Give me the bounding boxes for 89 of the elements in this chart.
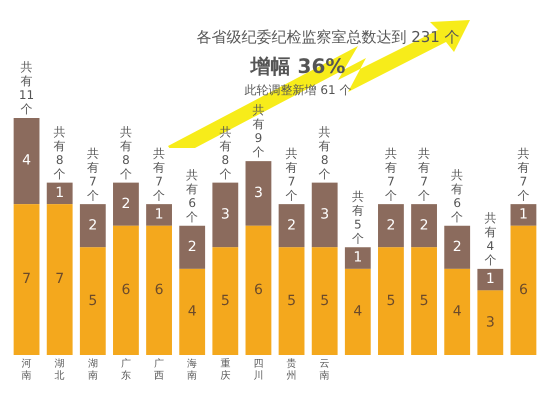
data-label: 4 (188, 304, 197, 320)
data-label: 5 (88, 292, 98, 309)
total-label: 共有8个 (54, 124, 66, 181)
total-label: 共有7个 (517, 146, 530, 202)
bar (14, 118, 40, 204)
data-label: 7 (22, 271, 32, 288)
data-label: 6 (154, 282, 164, 298)
total-label: 共有7个 (86, 146, 99, 202)
data-label: 2 (287, 217, 296, 234)
bar (278, 204, 304, 248)
bar (46, 182, 73, 204)
total-label: 共有7个 (286, 146, 298, 202)
data-label: 2 (88, 217, 98, 234)
data-label: 2 (121, 196, 130, 212)
bar (146, 226, 172, 355)
data-label: 3 (320, 206, 330, 223)
data-label: 4 (22, 152, 32, 169)
data-label: 6 (518, 282, 528, 298)
data-label: 5 (287, 292, 296, 309)
bar (80, 247, 106, 355)
data-label: 3 (254, 185, 263, 202)
data-label: 6 (254, 282, 263, 298)
bar (477, 290, 504, 355)
bar (444, 226, 470, 269)
data-label: 5 (320, 292, 330, 309)
bar (477, 268, 504, 290)
bar (80, 204, 106, 248)
data-label: 1 (353, 250, 362, 266)
data-label: 3 (486, 314, 495, 330)
bar (14, 204, 40, 355)
data-label: 2 (386, 217, 396, 234)
bar (411, 204, 437, 248)
bar (411, 247, 437, 355)
total-label: 共有6个 (451, 168, 464, 224)
total-label: 共有4个 (484, 210, 496, 267)
x-tick-label: 云南 (320, 358, 330, 382)
bar (46, 204, 73, 355)
bar (179, 226, 206, 269)
bar (344, 247, 371, 269)
x-tick-label: 湖北 (54, 358, 65, 382)
data-label: 2 (420, 217, 429, 234)
bar (113, 182, 139, 226)
data-label: 1 (518, 206, 528, 223)
total-label: 共有6个 (186, 168, 198, 224)
data-label: 5 (386, 292, 396, 309)
x-tick-label: 重庆 (220, 358, 230, 382)
total-label: 共有7个 (384, 146, 397, 202)
bar (113, 226, 139, 355)
data-label: 1 (55, 185, 64, 202)
data-label: 4 (353, 304, 362, 320)
x-tick-label: 四川 (253, 358, 264, 382)
data-label: 4 (452, 304, 462, 320)
bar (344, 268, 371, 355)
x-tick-label: 广西 (154, 358, 164, 382)
bar (179, 268, 206, 355)
bar (212, 247, 238, 355)
total-label: 共有8个 (318, 124, 331, 181)
data-label: 7 (55, 271, 64, 288)
bar (312, 247, 338, 355)
total-label: 共有7个 (153, 146, 166, 202)
bar (378, 204, 404, 248)
bar (510, 204, 536, 226)
bar (246, 226, 272, 355)
bar (378, 247, 404, 355)
x-tick-label: 湖南 (88, 358, 98, 382)
data-label: 2 (452, 238, 462, 255)
data-label: 6 (121, 282, 130, 298)
data-label: 5 (420, 292, 429, 309)
data-label: 2 (188, 238, 197, 255)
data-label: 5 (220, 292, 230, 309)
x-tick-label: 河南 (22, 358, 32, 382)
total-label: 共有5个 (352, 189, 364, 246)
data-label: 1 (486, 271, 495, 288)
bar (146, 204, 172, 226)
x-tick-label: 广东 (120, 358, 131, 382)
bar (444, 268, 470, 355)
bar (312, 182, 338, 248)
total-label: 共有7个 (418, 146, 430, 202)
total-label: 共有9个 (252, 103, 264, 160)
bar (246, 161, 272, 226)
bar (278, 247, 304, 355)
data-label: 3 (220, 206, 230, 223)
x-tick-label: 海南 (187, 358, 198, 382)
total-label: 共有11个 (18, 60, 34, 116)
total-label: 共有8个 (120, 124, 132, 181)
bar (510, 226, 536, 355)
x-tick-label: 贵州 (286, 358, 297, 382)
bar (212, 182, 238, 248)
data-label: 1 (154, 206, 164, 223)
